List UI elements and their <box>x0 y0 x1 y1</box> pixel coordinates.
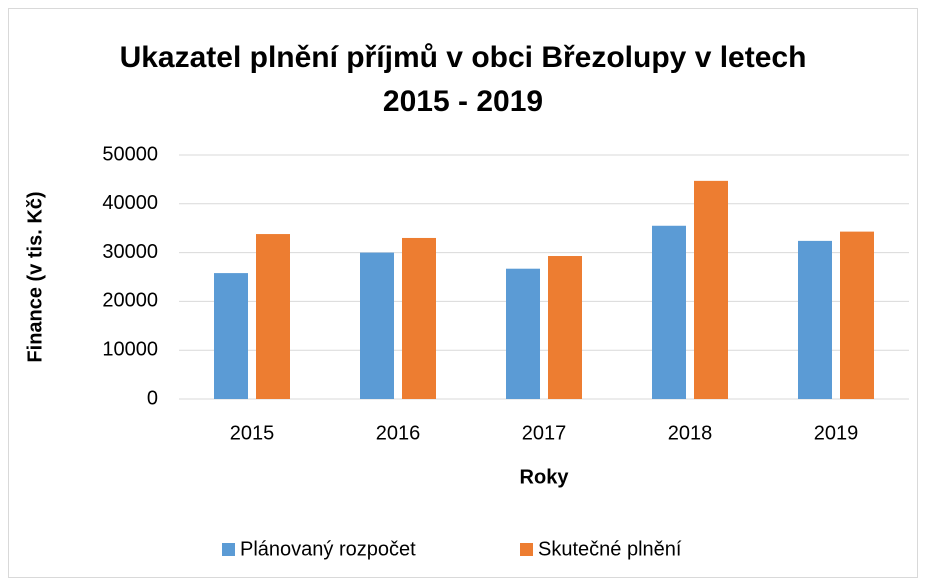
x-axis-label: Roky <box>520 466 570 488</box>
x-tick-label: 2016 <box>376 422 421 444</box>
chart-frame <box>8 8 918 578</box>
y-tick-label: 30000 <box>102 241 158 263</box>
bar <box>360 252 394 399</box>
x-tick-label: 2017 <box>522 422 567 444</box>
legend-swatch <box>520 543 533 556</box>
bar <box>506 268 540 399</box>
bar <box>402 237 436 399</box>
y-axis-label: Finance (v tis. Kč) <box>24 191 46 362</box>
legend-label: Skutečné plnění <box>538 538 682 560</box>
bar <box>214 273 248 399</box>
legend-swatch <box>222 543 235 556</box>
y-tick-label: 10000 <box>102 338 158 360</box>
x-tick-label: 2018 <box>668 422 713 444</box>
y-tick-label: 0 <box>147 387 158 409</box>
x-tick-label: 2015 <box>230 422 275 444</box>
bar <box>548 256 582 399</box>
x-tick-label: 2019 <box>814 422 859 444</box>
bar <box>798 240 832 399</box>
bar <box>694 180 728 399</box>
legend-label: Plánovaný rozpočet <box>240 538 416 560</box>
y-tick-label: 20000 <box>102 290 158 312</box>
chart-title: Ukazatel plnění příjmů v obci Březolupy … <box>119 41 807 118</box>
bar <box>652 225 686 399</box>
y-tick-label: 50000 <box>102 143 158 165</box>
y-tick-label: 40000 <box>102 192 158 214</box>
bar <box>256 234 290 399</box>
bar <box>840 231 874 399</box>
